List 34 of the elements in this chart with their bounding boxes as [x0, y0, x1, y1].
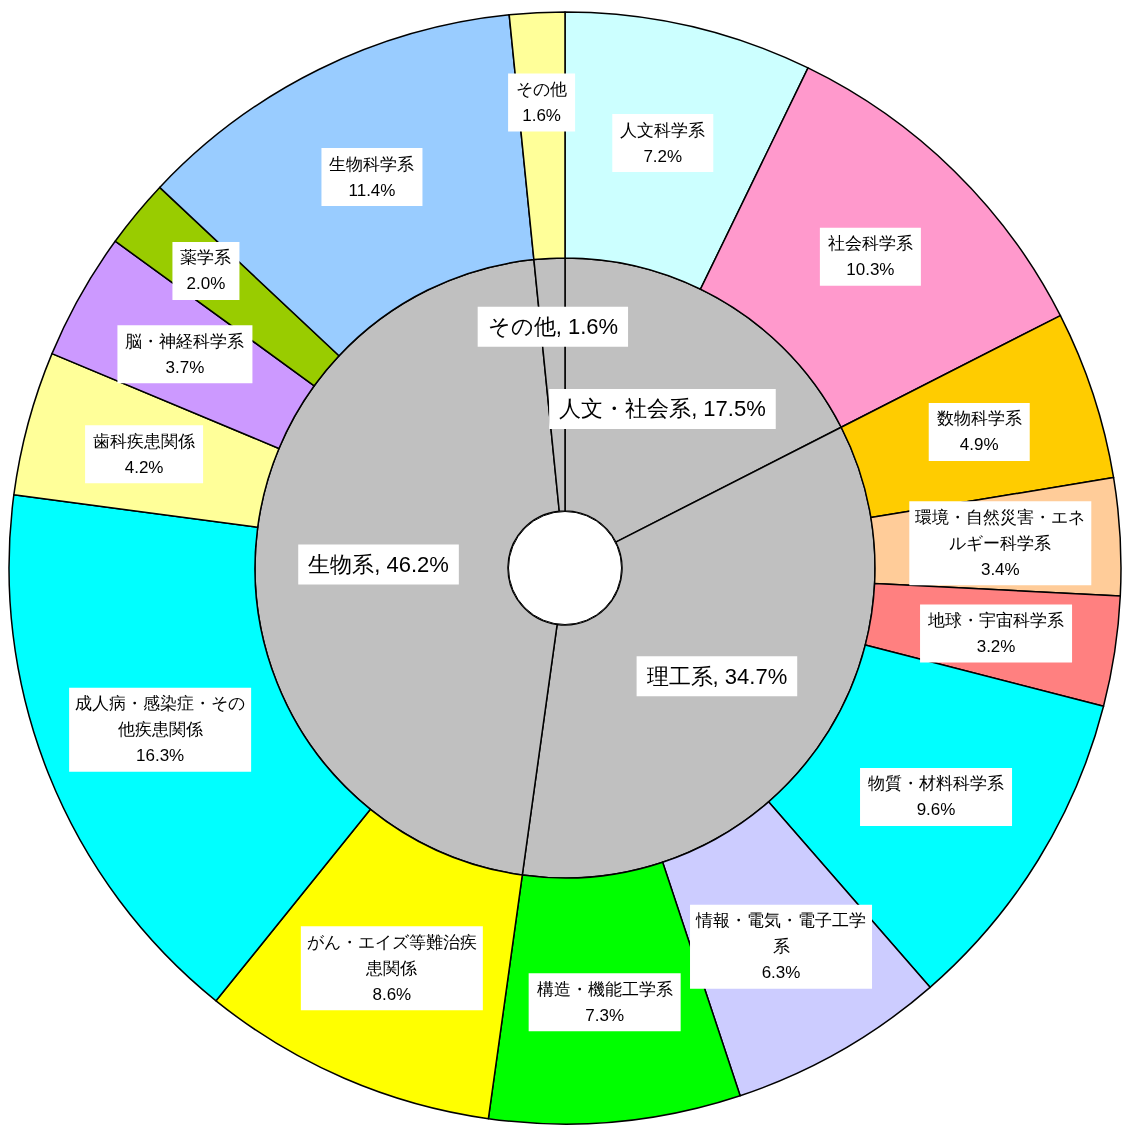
data-label: 9.6% — [916, 800, 956, 820]
data-label: 4.9% — [959, 435, 999, 455]
slice-label: 社会科学系 — [827, 234, 913, 254]
slice-label: 成人病・感染症・その他疾患関係 — [75, 694, 246, 740]
slice-label: 人文科学系 — [620, 120, 706, 140]
data-label: 6.3% — [761, 963, 801, 983]
data-label: 2.0% — [186, 274, 226, 294]
slice-label: その他 — [516, 80, 568, 100]
data-label: 10.3% — [846, 260, 895, 280]
data-label: 3.7% — [165, 357, 205, 377]
data-label: 1.6% — [522, 106, 561, 126]
slice-label: 脳・神経科学系 — [125, 331, 245, 351]
data-label: 7.3% — [585, 1005, 625, 1025]
slice-label: 歯科疾患関係 — [93, 431, 196, 451]
slice-label: 環境・自然災害・エネルギー科学系 — [915, 507, 1086, 553]
slice-label: 理工系, 34.7% — [646, 663, 788, 689]
slice-label: 生物科学系 — [329, 154, 415, 174]
slice-label: 薬学系 — [180, 248, 232, 268]
slice-label: 情報・電気・電子工学系 — [695, 911, 867, 957]
data-label: 3.4% — [980, 559, 1020, 579]
slice-label: その他, 1.6% — [487, 314, 619, 340]
data-label: 11.4% — [348, 180, 396, 200]
data-label: 4.2% — [124, 457, 164, 477]
slice-label: 物質・材料科学系 — [868, 774, 1005, 794]
slice-label: 構造・機能工学系 — [536, 979, 673, 999]
slice-label: 人文・社会系, 17.5% — [559, 396, 766, 422]
data-label: 7.2% — [643, 146, 683, 166]
slice-label: 生物系, 46.2% — [308, 551, 449, 577]
data-label: 8.6% — [372, 984, 412, 1004]
slice-label: 地球・宇宙科学系 — [927, 611, 1065, 630]
slice-label: 数物科学系 — [936, 409, 1022, 429]
slice-label: がん・エイズ等難治疾患関係 — [306, 932, 477, 978]
data-label: 16.3% — [136, 746, 185, 766]
data-label: 3.2% — [976, 637, 1016, 656]
